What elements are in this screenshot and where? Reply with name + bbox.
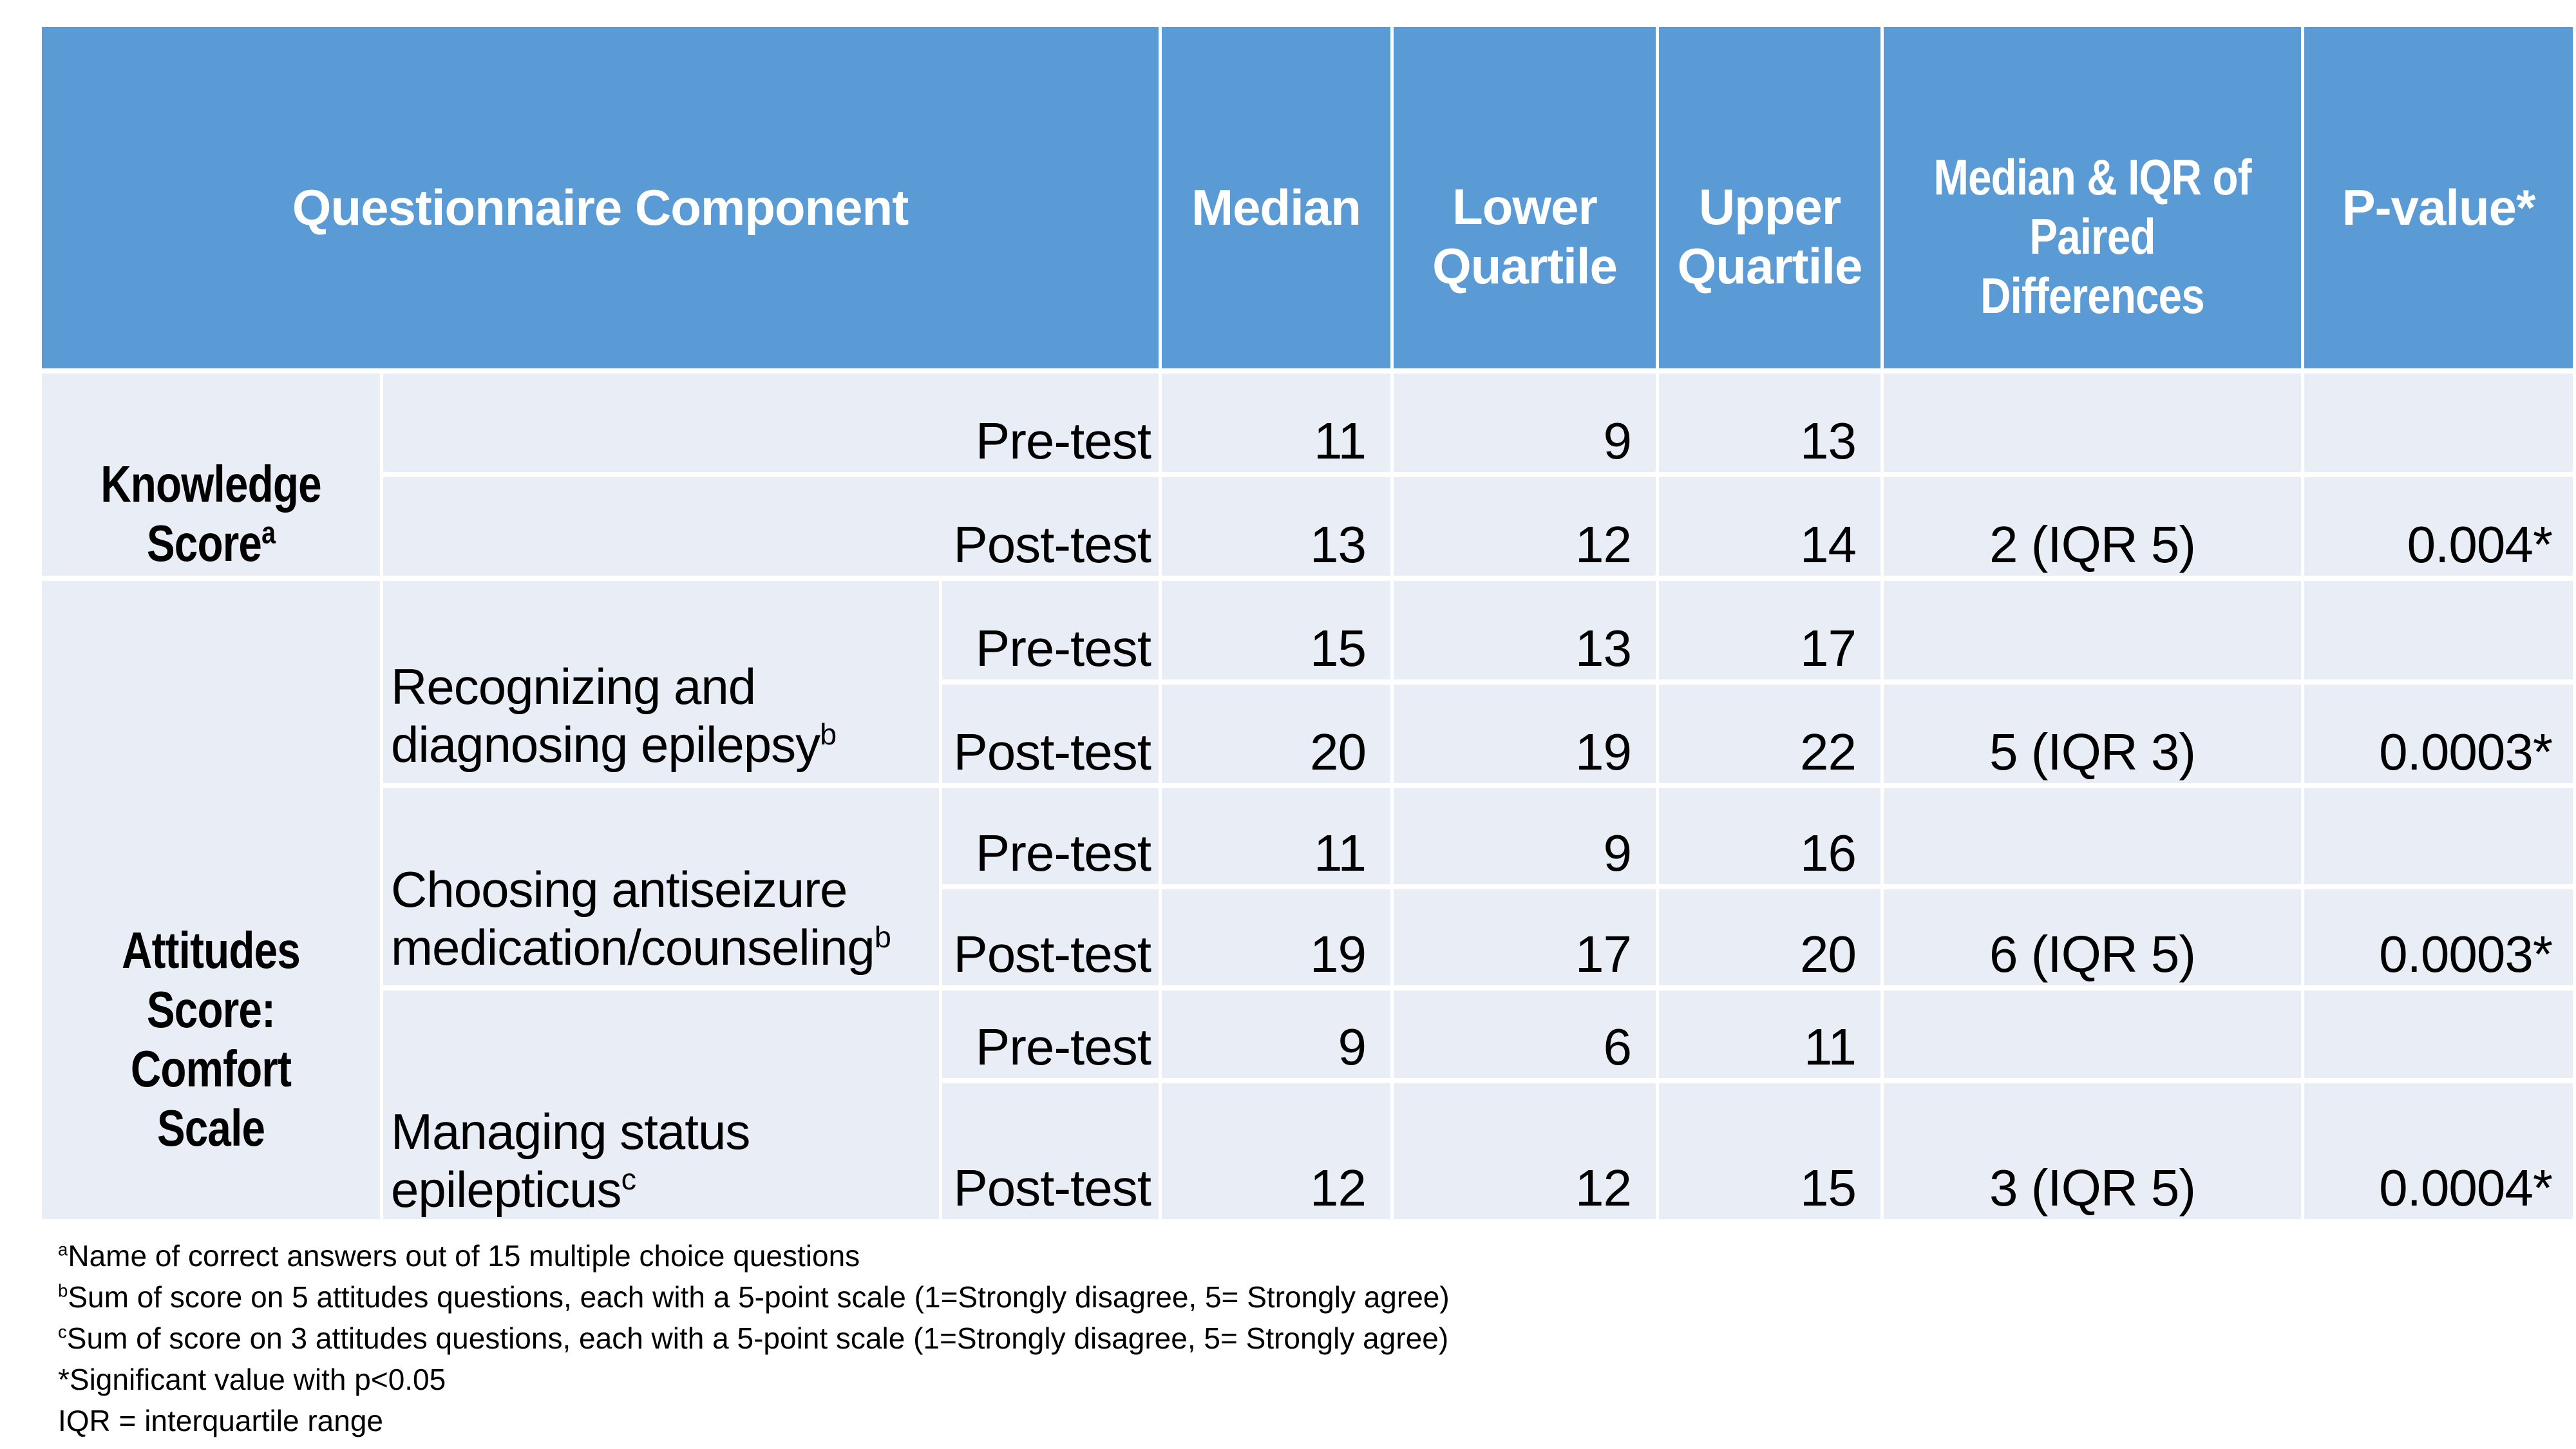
header-paired-differences: Median & IQR of Paired Differences [1884, 27, 2301, 368]
managing-pre-median-cell: 9 [1162, 990, 1390, 1078]
knowledge-pre-upper-cell: 13 [1659, 374, 1880, 472]
recognizing-post-diff-cell: 5 (IQR 3) [1884, 685, 2301, 783]
managing-post-diff-cell: 3 (IQR 5) [1884, 1083, 2301, 1219]
recognizing-post-test-cell: Post-test [942, 685, 1159, 783]
footnote-significance: *Significant value with p<0.05 [58, 1363, 446, 1396]
managing-post-median-cell: 12 [1162, 1083, 1390, 1219]
group-knowledge-score: Knowledge Scorea [42, 374, 380, 576]
group-knowledge-score-label: Knowledge Scorea [100, 455, 321, 572]
managing-post-upper-cell: 15 [1659, 1083, 1880, 1219]
header-median-label: Median [1191, 178, 1361, 236]
header-questionnaire-component-label: Questionnaire Component [292, 178, 909, 236]
managing-pre-test-cell: Pre-test [942, 990, 1159, 1078]
header-upper-quartile: Upper Quartile [1659, 27, 1880, 368]
choosing-post-pvalue-cell: 0.0003* [2304, 889, 2573, 985]
recognizing-pre-diff-cell [1884, 581, 2301, 679]
recognizing-post-upper-cell: 22 [1659, 685, 1880, 783]
group-attitudes-score-label: Attitudes Score: Comfort Scale [122, 922, 301, 1157]
recognizing-post-lower-cell: 19 [1394, 685, 1656, 783]
managing-pre-pvalue-cell [2304, 990, 2573, 1078]
recognizing-post-median-cell: 20 [1162, 685, 1390, 783]
managing-pre-upper-cell: 11 [1659, 990, 1880, 1078]
header-p-value: P-value* [2304, 27, 2573, 368]
results-table: Questionnaire Component Median Lower Quar… [42, 27, 2573, 1219]
footnotes: aName of correct answers out of 15 multi… [58, 1235, 1450, 1441]
recognizing-post-pvalue-cell: 0.0003* [2304, 685, 2573, 783]
choosing-post-lower-cell: 17 [1394, 889, 1656, 985]
recognizing-pre-lower-cell: 13 [1394, 581, 1656, 679]
footnote-a: aName of correct answers out of 15 multi… [58, 1239, 860, 1273]
knowledge-pre-pvalue-cell [2304, 374, 2573, 472]
subscale-recognizing-label: Recognizing and diagnosing epilepsyb [383, 581, 939, 783]
choosing-pre-diff-cell [1884, 788, 2301, 884]
recognizing-pre-upper-cell: 17 [1659, 581, 1880, 679]
header-upper-quartile-label: Upper Quartile [1677, 178, 1863, 294]
knowledge-post-test-cell: Post-test [383, 477, 1159, 576]
knowledge-pre-test-cell: Pre-test [383, 374, 1159, 472]
recognizing-pre-test-cell: Pre-test [942, 581, 1159, 679]
managing-pre-lower-cell: 6 [1394, 990, 1656, 1078]
header-median: Median [1162, 27, 1390, 368]
recognizing-pre-median-cell: 15 [1162, 581, 1390, 679]
knowledge-pre-diff-cell [1884, 374, 2301, 472]
choosing-pre-median-cell: 11 [1162, 788, 1390, 884]
managing-pre-diff-cell [1884, 990, 2301, 1078]
choosing-pre-lower-cell: 9 [1394, 788, 1656, 884]
footnote-iqr: IQR = interquartile range [58, 1404, 383, 1437]
managing-post-pvalue-cell: 0.0004* [2304, 1083, 2573, 1219]
header-paired-differences-label: Median & IQR of Paired Differences [1933, 148, 2251, 325]
choosing-pre-upper-cell: 16 [1659, 788, 1880, 884]
knowledge-post-lower-cell: 12 [1394, 477, 1656, 576]
subscale-managing-label: Managing status epilepticusc [383, 990, 939, 1219]
knowledge-post-median-cell: 13 [1162, 477, 1390, 576]
choosing-pre-test-cell: Pre-test [942, 788, 1159, 884]
footnote-b: bSum of score on 5 attitudes questions, … [58, 1280, 1450, 1314]
managing-post-lower-cell: 12 [1394, 1083, 1656, 1219]
header-questionnaire-component: Questionnaire Component [42, 27, 1159, 368]
knowledge-post-diff-cell: 2 (IQR 5) [1884, 477, 2301, 576]
choosing-post-median-cell: 19 [1162, 889, 1390, 985]
header-p-value-label: P-value* [2342, 178, 2536, 236]
choosing-post-diff-cell: 6 (IQR 5) [1884, 889, 2301, 985]
knowledge-pre-lower-cell: 9 [1394, 374, 1656, 472]
group-attitudes-score: Attitudes Score: Comfort Scale [42, 581, 380, 1219]
header-lower-quartile: Lower Quartile [1394, 27, 1656, 368]
header-lower-quartile-label: Lower Quartile [1432, 178, 1618, 294]
managing-post-test-cell: Post-test [942, 1083, 1159, 1219]
choosing-pre-pvalue-cell [2304, 788, 2573, 884]
knowledge-post-pvalue-cell: 0.004* [2304, 477, 2573, 576]
footnote-c: cSum of score on 3 attitudes questions, … [58, 1321, 1449, 1355]
knowledge-post-upper-cell: 14 [1659, 477, 1880, 576]
choosing-post-test-cell: Post-test [942, 889, 1159, 985]
knowledge-pre-median-cell: 11 [1162, 374, 1390, 472]
choosing-post-upper-cell: 20 [1659, 889, 1880, 985]
recognizing-pre-pvalue-cell [2304, 581, 2573, 679]
subscale-choosing-label: Choosing antiseizure medication/counselin… [383, 788, 939, 985]
